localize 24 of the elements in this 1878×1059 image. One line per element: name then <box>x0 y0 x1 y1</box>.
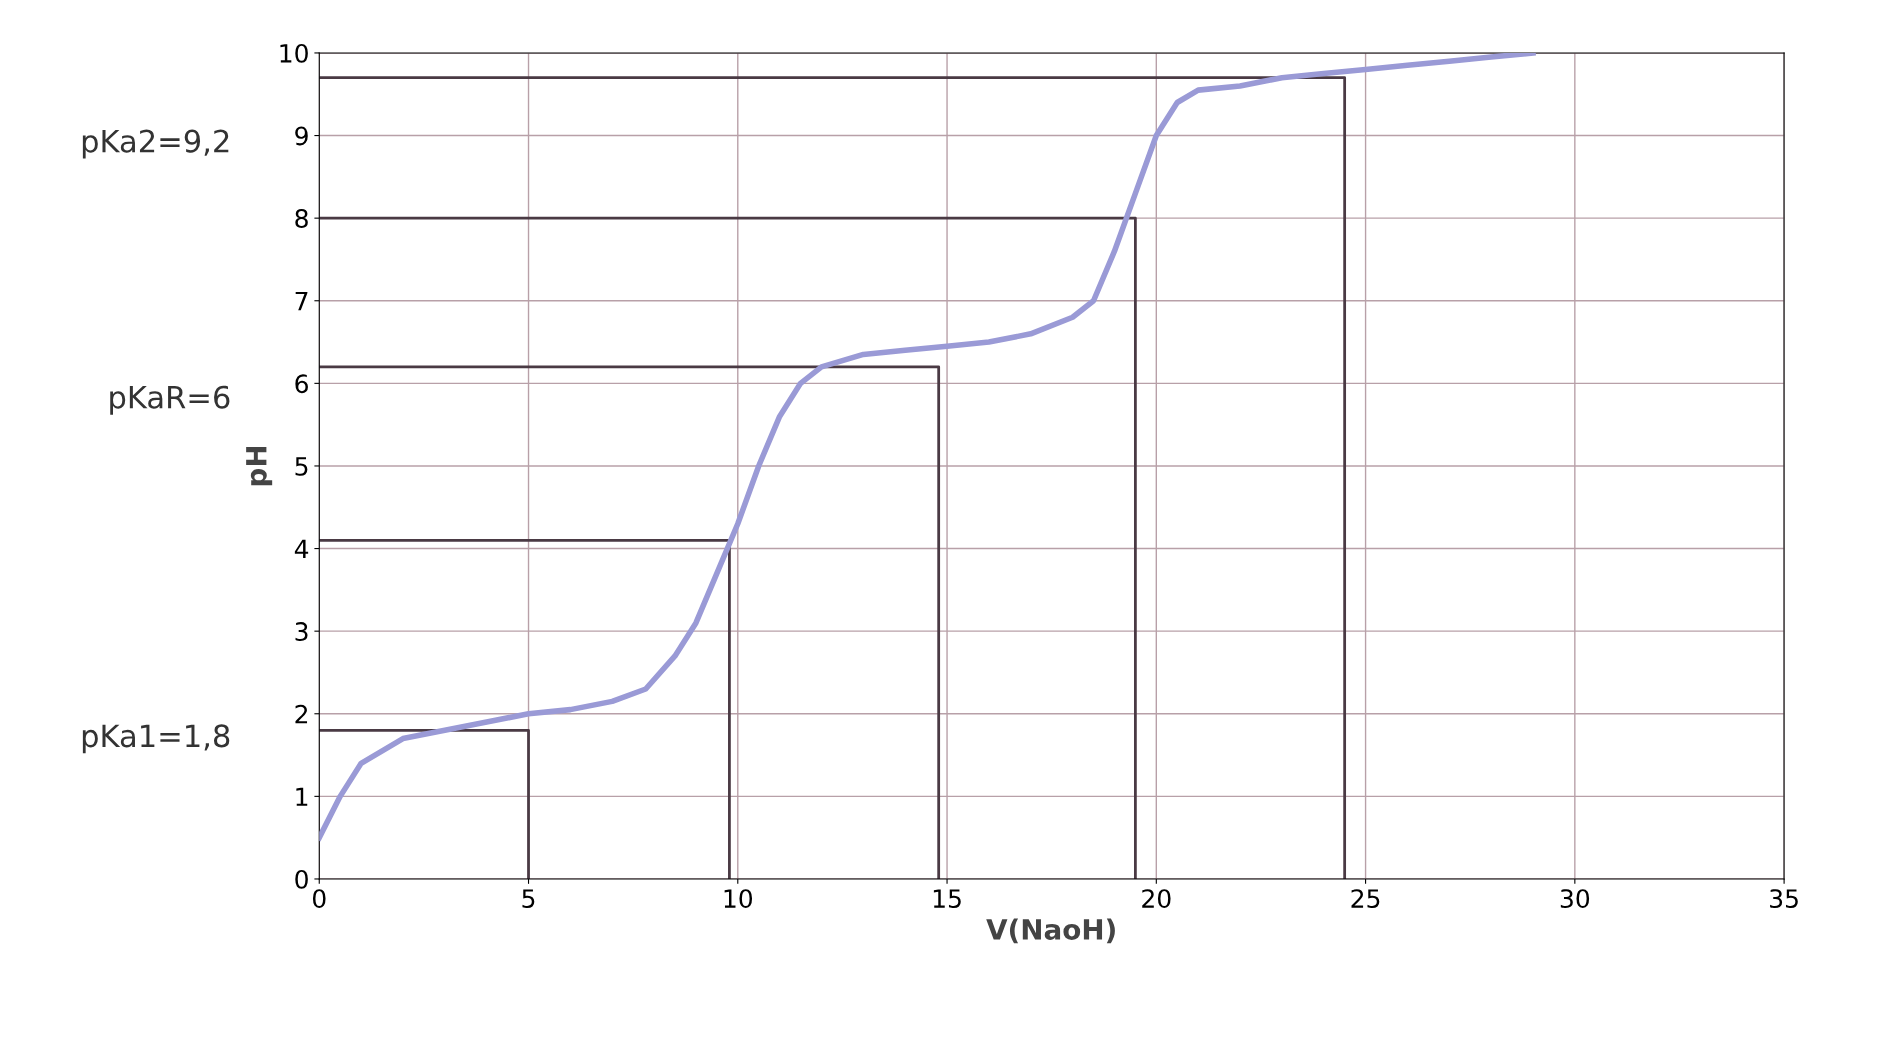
text: pKa1=1,8 <box>82 724 230 754</box>
text: pKaR=6 <box>110 385 230 415</box>
y-tick-label: 6 <box>295 374 308 394</box>
x-tick-label: 25 <box>1351 889 1380 909</box>
y-tick-label: 5 <box>295 457 308 476</box>
y-tick-label: 2 <box>295 704 308 724</box>
y-tick-label: 7 <box>295 292 308 311</box>
y-tick-label: 0 <box>295 869 308 889</box>
x-tick-label: 10 <box>724 889 753 909</box>
x-tick-label: 5 <box>522 889 535 909</box>
y-tick-label: 10 <box>280 43 308 63</box>
y-tick-label: 4 <box>294 539 309 559</box>
x-tick-label: 30 <box>1560 889 1590 909</box>
x-tick-label: 15 <box>933 889 961 909</box>
y-axis-title: pH <box>246 446 273 486</box>
y-tick-label: 8 <box>295 209 308 229</box>
text: pKa2=9,2 <box>82 129 229 159</box>
y-tick-label: 9 <box>295 126 308 146</box>
x-axis-title: V(NaoH) <box>986 918 1115 944</box>
x-tick-label: 20 <box>1142 889 1171 909</box>
x-tick-label: 0 <box>312 889 326 909</box>
y-tick-label: 3 <box>295 622 308 642</box>
x-tick-label: 35 <box>1770 889 1798 909</box>
y-tick-label: 1 <box>296 787 308 806</box>
